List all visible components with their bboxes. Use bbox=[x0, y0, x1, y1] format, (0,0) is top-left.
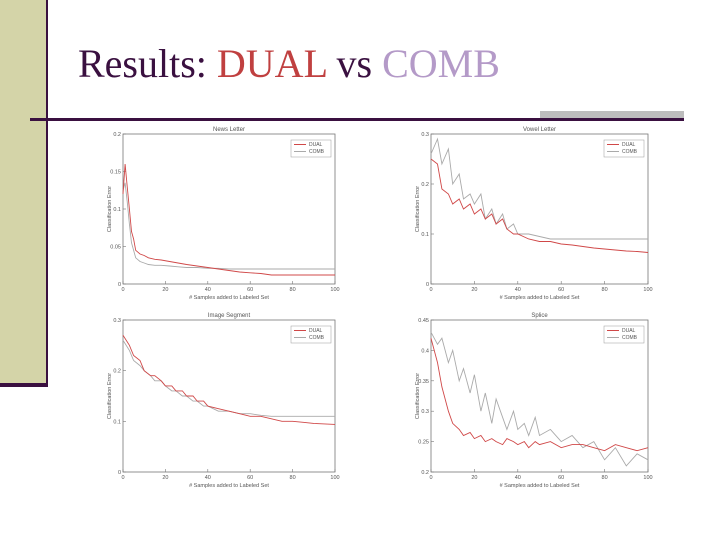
legend-label-comb: COMB bbox=[309, 335, 325, 341]
x-tick-label: 0 bbox=[121, 475, 124, 481]
y-tick-label: 0.35 bbox=[418, 379, 429, 385]
legend-label-comb: COMB bbox=[309, 149, 325, 155]
title-dual: DUAL bbox=[216, 41, 327, 86]
x-tick-label: 60 bbox=[247, 287, 253, 293]
y-tick-label: 0 bbox=[426, 282, 429, 288]
y-tick-label: 0.4 bbox=[421, 348, 429, 354]
x-axis-label: # Samples added to Labeled Set bbox=[500, 483, 580, 489]
series-line-dual bbox=[430, 338, 649, 452]
title-rule bbox=[30, 118, 540, 121]
x-tick-label: 20 bbox=[162, 475, 168, 481]
legend-label-dual: DUAL bbox=[309, 328, 323, 334]
plot-frame bbox=[122, 319, 336, 473]
y-tick-label: 0.1 bbox=[421, 232, 429, 238]
x-tick-label: 40 bbox=[205, 475, 211, 481]
chart-title: Vowel Letter bbox=[523, 127, 556, 133]
y-tick-label: 0.15 bbox=[110, 170, 121, 176]
chart-image-segment: Image Segment 0 20 40 60 80 100 0 0.1 0.2 0.3 # Sam… bbox=[107, 313, 340, 489]
y-axis-label: Classification Error bbox=[415, 186, 421, 232]
x-tick-label: 80 bbox=[290, 287, 296, 293]
legend-label-comb: COMB bbox=[622, 149, 638, 155]
x-tick-label: 60 bbox=[558, 475, 564, 481]
sidebar-accent bbox=[0, 0, 48, 387]
plot-frame bbox=[430, 133, 649, 285]
chart-news-letter: News Letter 0 20 40 60 80 100 0 0.05 0.1 0.15 0.2 # … bbox=[107, 127, 340, 301]
x-tick-label: 40 bbox=[515, 475, 521, 481]
y-tick-label: 0.2 bbox=[421, 182, 429, 188]
title-vs: vs bbox=[326, 41, 383, 86]
chart-title: Splice bbox=[531, 313, 548, 319]
plot-frame bbox=[122, 133, 336, 285]
slide-title: Results: DUAL vs COMB bbox=[78, 40, 500, 87]
chart-title: Image Segment bbox=[208, 313, 251, 319]
y-tick-label: 0.2 bbox=[421, 470, 429, 476]
y-tick-label: 0.3 bbox=[421, 409, 429, 415]
title-rule-right bbox=[540, 118, 684, 121]
x-tick-label: 60 bbox=[247, 475, 253, 481]
y-tick-label: 0.3 bbox=[113, 318, 121, 324]
x-axis-label: # Samples added to Labeled Set bbox=[189, 295, 269, 301]
x-tick-label: 0 bbox=[429, 475, 432, 481]
chart-title: News Letter bbox=[213, 127, 245, 133]
y-axis-label: Classification Error bbox=[415, 373, 421, 419]
title-rule-shadow bbox=[540, 111, 684, 119]
x-tick-label: 20 bbox=[471, 475, 477, 481]
x-tick-label: 20 bbox=[471, 287, 477, 293]
y-tick-label: 0.05 bbox=[110, 245, 121, 251]
x-tick-label: 60 bbox=[558, 287, 564, 293]
y-tick-label: 0.2 bbox=[113, 132, 121, 138]
y-tick-label: 0.45 bbox=[418, 318, 429, 324]
title-comb: COMB bbox=[382, 41, 500, 86]
x-axis-label: # Samples added to Labeled Set bbox=[189, 483, 269, 489]
series-line-comb bbox=[430, 331, 649, 467]
y-tick-label: 0.1 bbox=[113, 419, 121, 425]
x-tick-label: 80 bbox=[290, 475, 296, 481]
y-tick-label: 0.2 bbox=[113, 369, 121, 375]
legend-label-dual: DUAL bbox=[622, 142, 636, 148]
x-tick-label: 80 bbox=[602, 475, 608, 481]
series-line-comb bbox=[122, 182, 335, 270]
x-tick-label: 0 bbox=[429, 287, 432, 293]
x-tick-label: 100 bbox=[330, 475, 339, 481]
y-tick-label: 0.1 bbox=[113, 207, 121, 213]
x-tick-label: 0 bbox=[121, 287, 124, 293]
x-tick-label: 80 bbox=[602, 287, 608, 293]
series-line-dual bbox=[122, 163, 335, 276]
x-tick-label: 100 bbox=[643, 475, 652, 481]
x-tick-label: 40 bbox=[515, 287, 521, 293]
legend-label-comb: COMB bbox=[622, 335, 638, 341]
y-tick-label: 0 bbox=[118, 282, 121, 288]
y-axis-label: Classification Error bbox=[107, 186, 113, 232]
series-line-dual bbox=[122, 334, 336, 425]
legend-label-dual: DUAL bbox=[309, 142, 323, 148]
x-tick-label: 20 bbox=[162, 287, 168, 293]
y-tick-label: 0 bbox=[118, 470, 121, 476]
y-tick-label: 0.3 bbox=[421, 132, 429, 138]
legend-label-dual: DUAL bbox=[622, 328, 636, 334]
series-line-dual bbox=[430, 158, 649, 253]
y-tick-label: 0.25 bbox=[418, 440, 429, 446]
x-axis-label: # Samples added to Labeled Set bbox=[500, 295, 580, 301]
x-tick-label: 100 bbox=[643, 287, 652, 293]
y-axis-label: Classification Error bbox=[107, 373, 113, 419]
chart-vowel-letter: Vowel Letter 0 20 40 60 80 100 0 0.1 0.2 0.3 # Samp… bbox=[415, 127, 653, 301]
x-tick-label: 100 bbox=[330, 287, 339, 293]
x-tick-label: 40 bbox=[205, 287, 211, 293]
chart-splice: Splice 0 20 40 60 80 100 0.2 0.25 0.3 0.35 0.4 0.45 #… bbox=[415, 313, 653, 489]
title-prefix: Results: bbox=[78, 41, 217, 86]
